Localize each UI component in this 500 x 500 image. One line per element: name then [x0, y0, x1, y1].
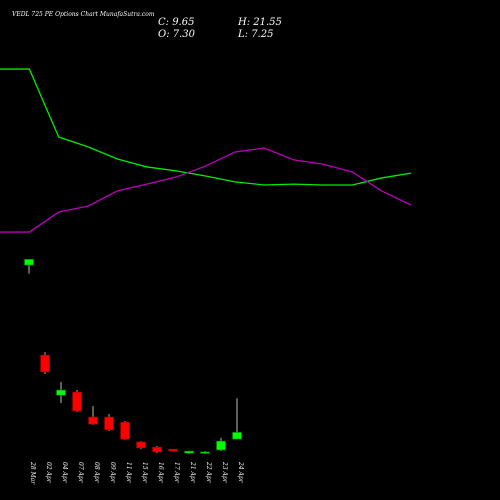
x-tick-label: 17 Apr [173, 462, 180, 484]
candle-body [168, 448, 178, 452]
candle-body [200, 451, 210, 454]
candle-body [24, 259, 34, 266]
x-tick-label: 02 Apr [45, 462, 52, 484]
overlay-line [0, 68, 412, 186]
overlay-line [0, 147, 412, 233]
candle-body [72, 391, 82, 412]
x-tick-label: 23 Apr [221, 461, 228, 484]
candle-body [104, 416, 114, 431]
x-tick-label: 24 Apr [237, 461, 244, 484]
open-label: O: 7.30 [158, 29, 196, 40]
x-tick-label: 09 Apr [109, 462, 116, 484]
candle-body [216, 440, 226, 451]
candle-body [120, 421, 130, 440]
low-label: L: 7.25 [237, 29, 273, 40]
x-tick-label: 04 Apr [61, 462, 68, 484]
x-tick-label: 21 Apr [189, 461, 196, 484]
x-tick-label: 28 Mar [29, 461, 36, 485]
candle-body [56, 389, 66, 396]
candle-body [136, 441, 146, 449]
candle-body [40, 354, 50, 373]
candle-body [232, 432, 242, 440]
x-tick-label: 07 Apr [77, 462, 84, 484]
candle-body [184, 450, 194, 454]
x-tick-label: 16 Apr [157, 462, 164, 484]
chart-title: VEDL 725 PE Options Chart MunafaSutra.co… [12, 11, 155, 18]
candle-body [152, 446, 162, 453]
candle-body [88, 416, 98, 425]
close-label: C: 9.65 [158, 17, 194, 28]
x-tick-label: 15 Apr [141, 462, 148, 484]
x-tick-label: 11 Apr [125, 462, 132, 484]
x-tick-label: 22 Apr [205, 461, 212, 484]
x-tick-label: 08 Apr [93, 462, 100, 484]
high-label: H: 21.55 [237, 17, 282, 28]
